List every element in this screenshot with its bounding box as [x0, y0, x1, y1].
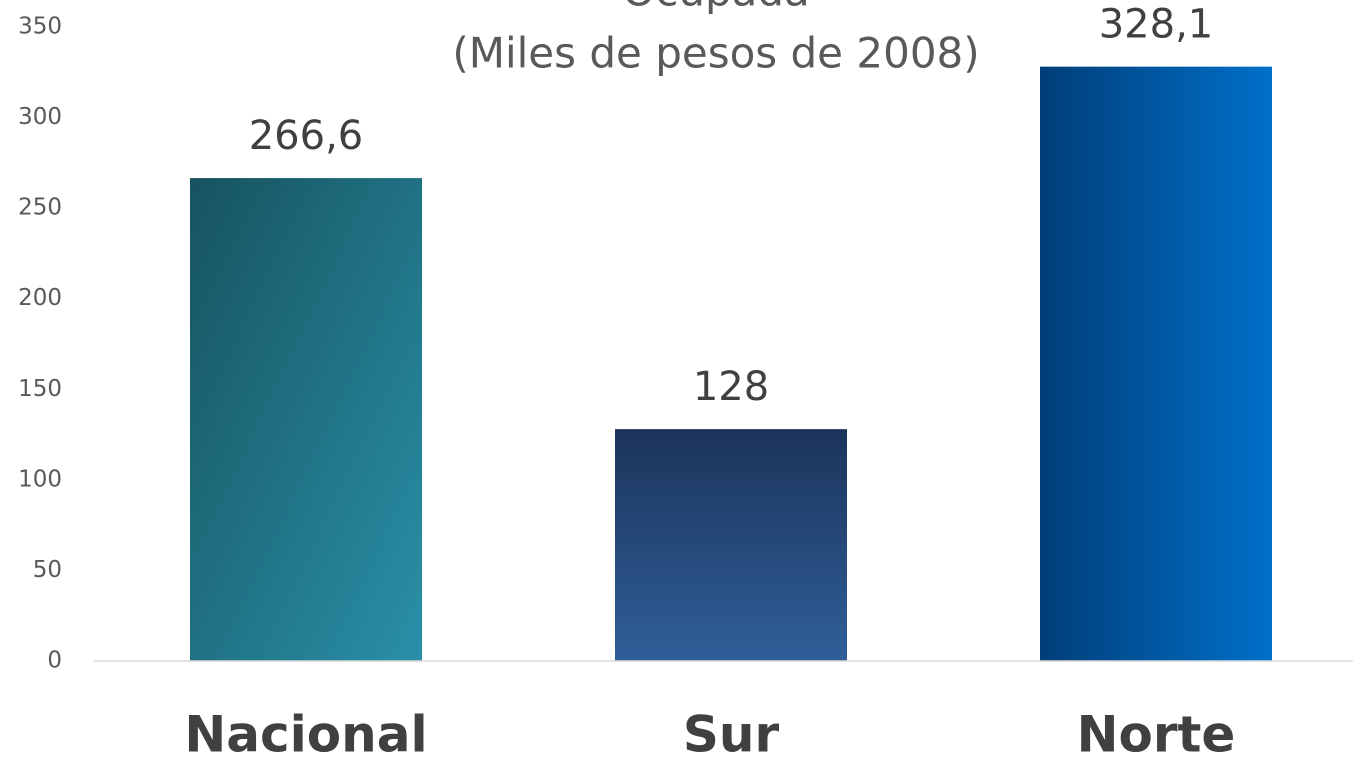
chart-subtitle: (Miles de pesos de 2008)	[452, 29, 979, 78]
x-tick-label: Nacional	[184, 706, 427, 761]
y-tick-label: 300	[18, 104, 62, 130]
bar	[1040, 66, 1272, 661]
y-tick-label: 350	[18, 14, 62, 40]
bar	[615, 429, 847, 661]
data-label: 328,1	[1099, 2, 1214, 48]
y-tick-label: 150	[18, 376, 62, 402]
x-tick-label: Norte	[1077, 706, 1236, 761]
chart-title: Ocupada	[622, 0, 810, 16]
data-label: 266,6	[249, 113, 364, 159]
y-tick-label: 200	[18, 285, 62, 311]
data-label: 128	[693, 364, 769, 410]
y-tick-label: 50	[33, 557, 62, 583]
y-tick-label: 250	[18, 195, 62, 221]
bar	[190, 178, 422, 662]
y-tick-label: 100	[18, 466, 62, 492]
x-tick-label: Sur	[683, 706, 780, 761]
y-tick-label: 0	[47, 648, 62, 674]
